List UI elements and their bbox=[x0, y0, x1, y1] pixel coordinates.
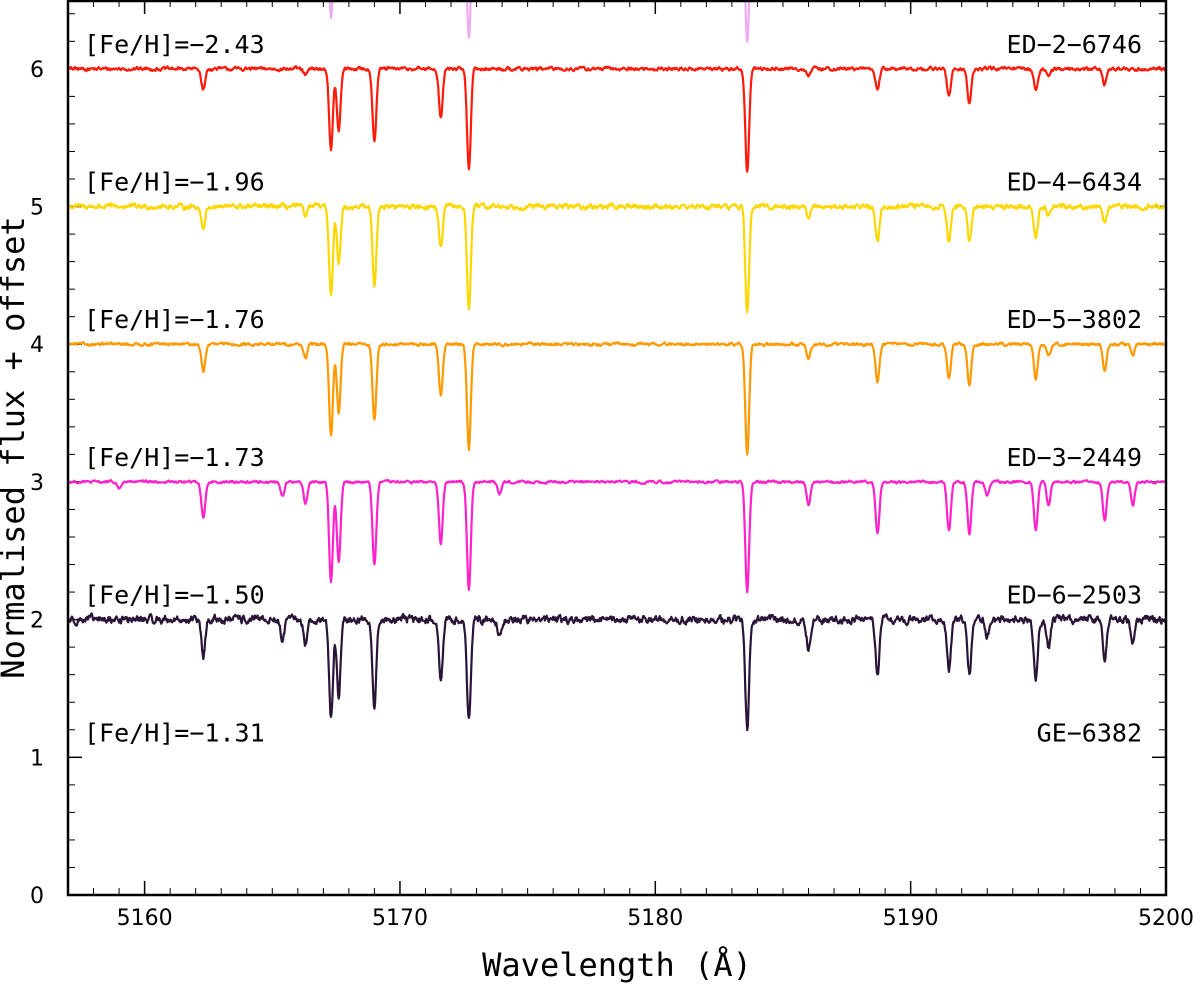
x-axis-title: Wavelength (Å) bbox=[482, 946, 752, 984]
star-id-label: ED−6−2503 bbox=[1007, 581, 1142, 610]
metallicity-label: [Fe/H]=−2.43 bbox=[84, 30, 265, 59]
metallicity-label: [Fe/H]=−1.73 bbox=[84, 443, 265, 472]
star-id-label: ED−4−6434 bbox=[1007, 168, 1142, 197]
x-tick-label: 5170 bbox=[372, 906, 428, 931]
star-id-label: ED−3−2449 bbox=[1007, 443, 1142, 472]
y-tick-label: 2 bbox=[30, 609, 44, 634]
spectrum-line bbox=[67, 65, 1167, 173]
spectrum-line bbox=[67, 340, 1167, 456]
spectrum-line bbox=[67, 201, 1167, 314]
y-tick-label: 6 bbox=[30, 58, 44, 83]
metallicity-label: [Fe/H]=−1.96 bbox=[84, 168, 265, 197]
spectrum-line bbox=[67, 478, 1167, 594]
star-id-label: GE−6382 bbox=[1037, 718, 1142, 747]
star-id-label: ED−5−3802 bbox=[1007, 305, 1142, 334]
spectra-series bbox=[66, 0, 1167, 732]
series-annotations: [Fe/H]=−2.43 ED−2−6746 [Fe/H]=−1.96 ED−4−64… bbox=[84, 30, 1142, 747]
x-tick-label: 5190 bbox=[883, 906, 939, 931]
y-tick-label: 5 bbox=[30, 196, 44, 221]
y-axis-title: Normalised flux + offset bbox=[0, 216, 32, 678]
x-tick-label: 5160 bbox=[117, 906, 173, 931]
x-tick-label: 5200 bbox=[1138, 906, 1194, 931]
y-tick-label: 0 bbox=[30, 884, 44, 909]
x-axis-ticks: 5160 5170 5180 5190 5200 bbox=[117, 0, 1194, 931]
metallicity-label: [Fe/H]=−1.76 bbox=[84, 305, 265, 334]
y-tick-label: 4 bbox=[30, 333, 44, 358]
metallicity-label: [Fe/H]=−1.31 bbox=[84, 718, 265, 747]
y-tick-label: 1 bbox=[30, 746, 44, 771]
plot-frame bbox=[66, 0, 1168, 897]
spectrum-line bbox=[66, 612, 1167, 732]
metallicity-label: [Fe/H]=−1.50 bbox=[84, 581, 265, 610]
star-id-label: ED−2−6746 bbox=[1007, 30, 1142, 59]
x-tick-label: 5180 bbox=[627, 906, 683, 931]
y-tick-label: 3 bbox=[30, 471, 44, 496]
